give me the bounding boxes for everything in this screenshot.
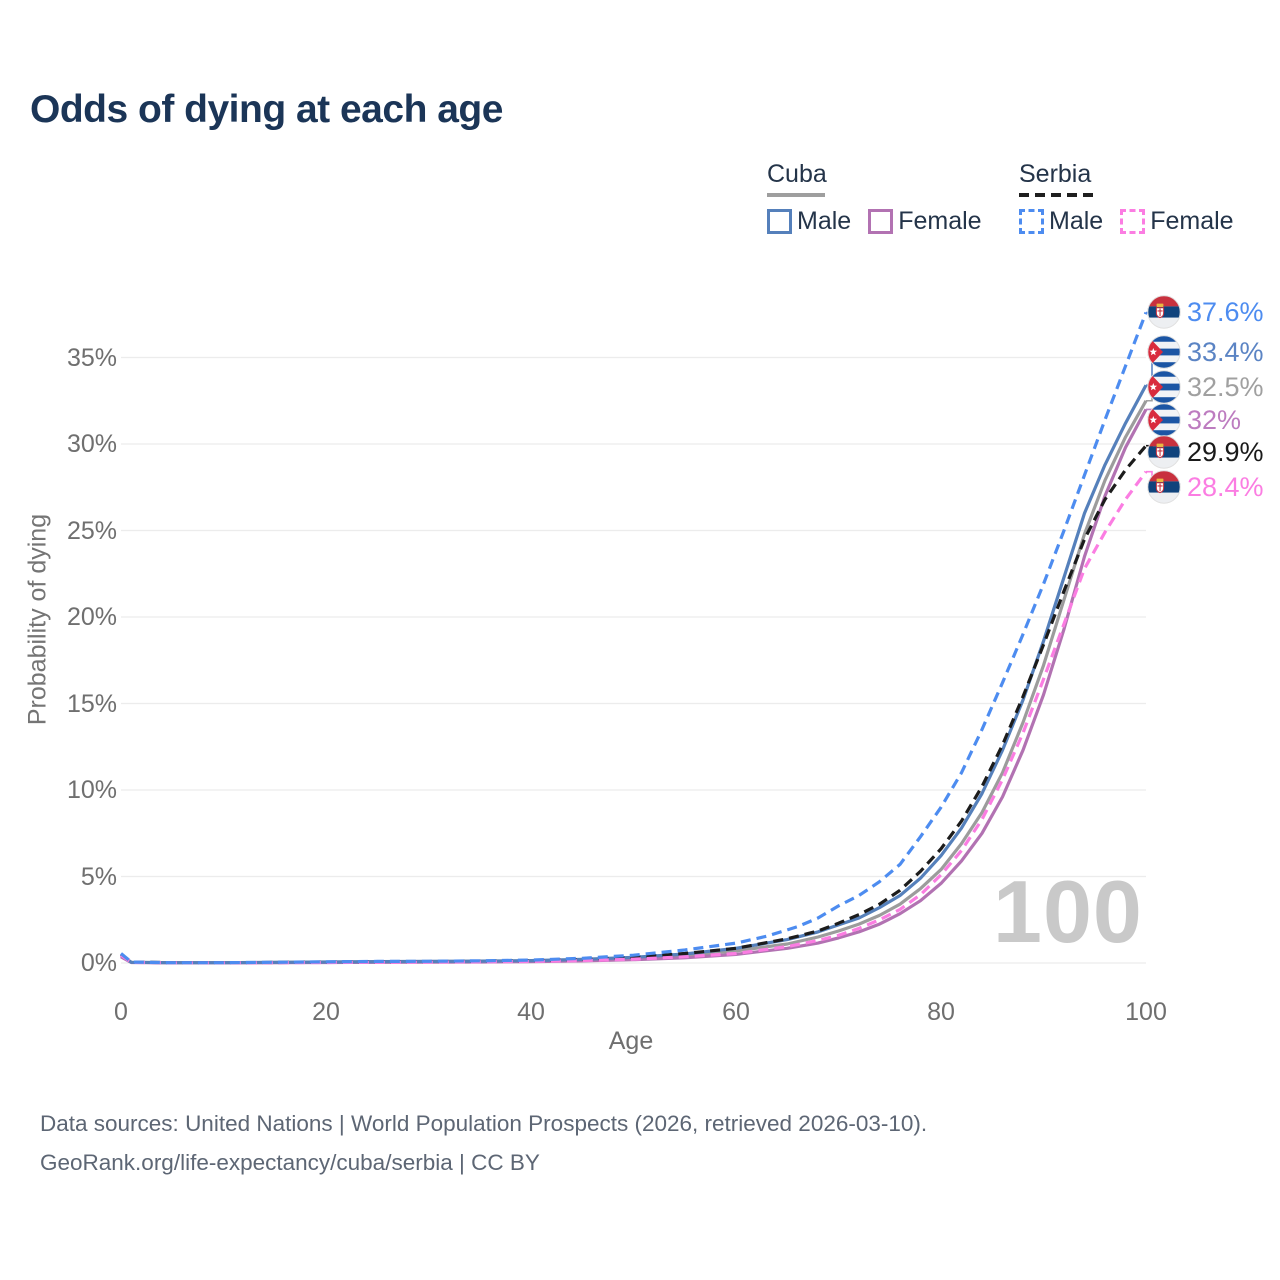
legend-item-serbia-male[interactable]: Male [1019,207,1103,236]
legend-item-label: Male [797,207,852,235]
series-line-cuba-all[interactable] [120,400,1148,965]
y-tick-label: 30% [66,430,117,458]
serbia-line-swatch [1019,193,1099,197]
end-label-value: 37.6% [1187,297,1264,327]
legend-item-label: Female [898,207,982,235]
legend-item-cuba-female[interactable]: Female [868,207,982,236]
end-label-value: 28.4% [1187,472,1264,502]
series-line-serbia-male[interactable] [119,311,1148,965]
y-tick-label: 15% [66,689,117,718]
cuba-male-checkbox-icon[interactable] [767,209,792,234]
legend-item-cuba-male[interactable]: Male [767,207,851,236]
end-label-serbia-female: 28.4% [1147,470,1264,504]
y-tick-label: 35% [66,343,117,372]
legend-country-serbia-label: Serbia [1019,160,1092,188]
legend-country-serbia: Serbia [1019,160,1234,197]
legend-country-cuba: Cuba [767,160,982,197]
serbia-female-checkbox-icon[interactable] [1120,209,1146,234]
cuba-flag-icon [1147,335,1181,369]
x-tick-label: 100 [1125,998,1167,1026]
cuba-female-checkbox-icon[interactable] [868,209,894,234]
y-tick-label: 25% [66,516,117,545]
x-tick-label: 80 [927,998,955,1026]
end-label-value: 29.9% [1187,437,1264,467]
end-label-cuba-female: 32% [1147,403,1241,437]
y-tick-label: 0% [80,949,117,977]
x-tick-label: 0 [114,998,128,1026]
end-label-value: 32% [1187,405,1242,435]
y-tick-label: 10% [66,776,117,804]
x-tick-label: 20 [312,998,340,1026]
footer: Data sources: United Nations | World Pop… [40,1104,927,1182]
end-label-serbia-male: 37.6% [1147,295,1264,329]
footer-license-line: GeoRank.org/life-expectancy/cuba/serbia … [40,1150,540,1175]
x-tick-label: 40 [517,998,545,1026]
y-tick-label: 5% [80,862,117,891]
end-label-serbia-all: 29.9% [1147,435,1264,469]
age-watermark: 100 [993,862,1143,961]
cuba-line-swatch [767,193,825,197]
x-axis-title: Age [608,1027,654,1055]
legend-group-cuba: Cuba Male Female [767,160,982,236]
legend-country-cuba-label: Cuba [767,160,827,188]
x-tick-label: 60 [722,998,750,1026]
y-tick-label: 20% [66,603,117,631]
serbia-flag-icon [1147,470,1181,504]
series-line-cuba-female[interactable] [120,408,1148,965]
legend-item-serbia-female[interactable]: Female [1120,207,1234,236]
footer-source-line: Data sources: United Nations | World Pop… [40,1111,928,1136]
series-line-serbia-all[interactable] [120,444,1148,965]
legend-group-serbia: Serbia Male Female [1019,160,1234,236]
series-line-serbia-female[interactable] [120,470,1148,965]
serbia-flag-icon [1147,295,1181,329]
cuba-flag-icon [1147,370,1181,404]
serbia-flag-icon [1147,435,1181,469]
chart-title: Odds of dying at each age [30,88,503,131]
cuba-flag-icon [1147,403,1181,437]
legend-item-label: Female [1150,207,1234,235]
serbia-male-checkbox-icon[interactable] [1019,209,1044,234]
end-label-value: 33.4% [1187,337,1264,367]
end-label-value: 32.5% [1187,372,1264,402]
end-label-cuba-male: 33.4% [1147,335,1264,369]
legend-item-label: Male [1049,207,1104,235]
end-label-cuba-all: 32.5% [1147,370,1264,404]
